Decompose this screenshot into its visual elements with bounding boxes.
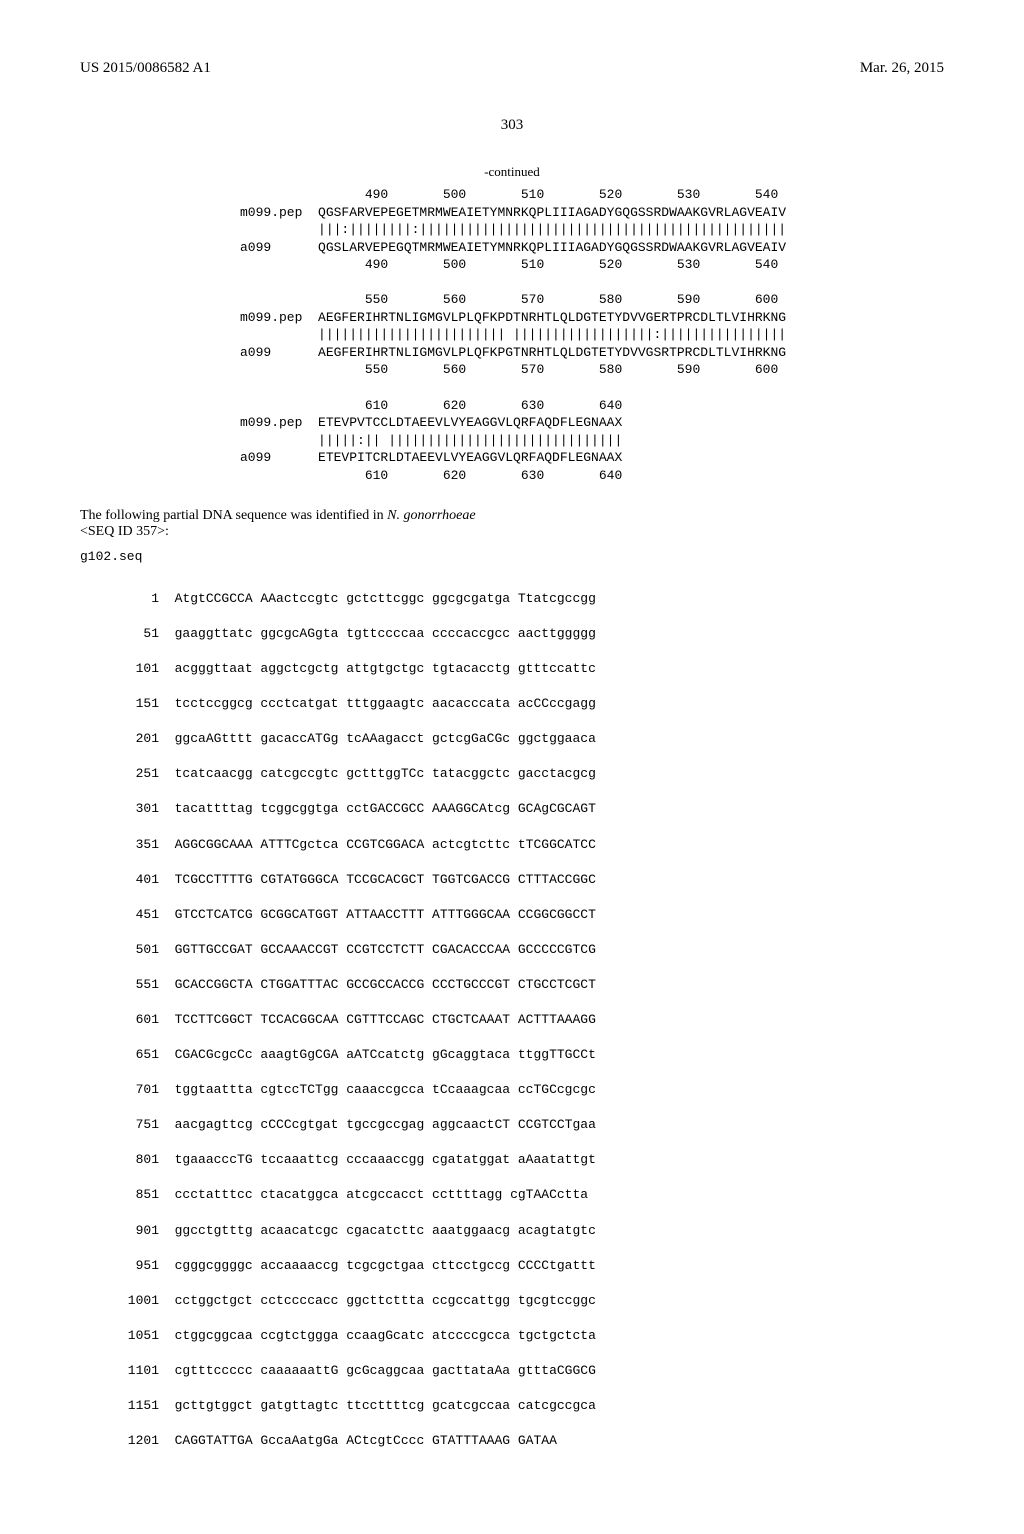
intro-text: The following partial DNA sequence was i…	[80, 508, 500, 540]
seq-header: g102.seq	[80, 548, 944, 566]
intro-ital: N. gonorrhoeae	[387, 508, 475, 523]
continued-label: -continued	[80, 164, 944, 180]
page-number: 303	[80, 117, 944, 134]
intro-post: <SEQ ID 357>:	[80, 524, 169, 539]
header: US 2015/0086582 A1 Mar. 26, 2015	[80, 60, 944, 77]
alignment-block: 490 500 510 520 530 540 m099.pep QGSFARV…	[240, 186, 944, 484]
publication-id: US 2015/0086582 A1	[80, 60, 211, 77]
publication-date: Mar. 26, 2015	[860, 60, 944, 77]
intro-pre: The following partial DNA sequence was i…	[80, 508, 387, 523]
seq-lines: 1 AtgtCCGCCA AAactccgtc gctcttcggc ggcgc…	[120, 590, 944, 1450]
